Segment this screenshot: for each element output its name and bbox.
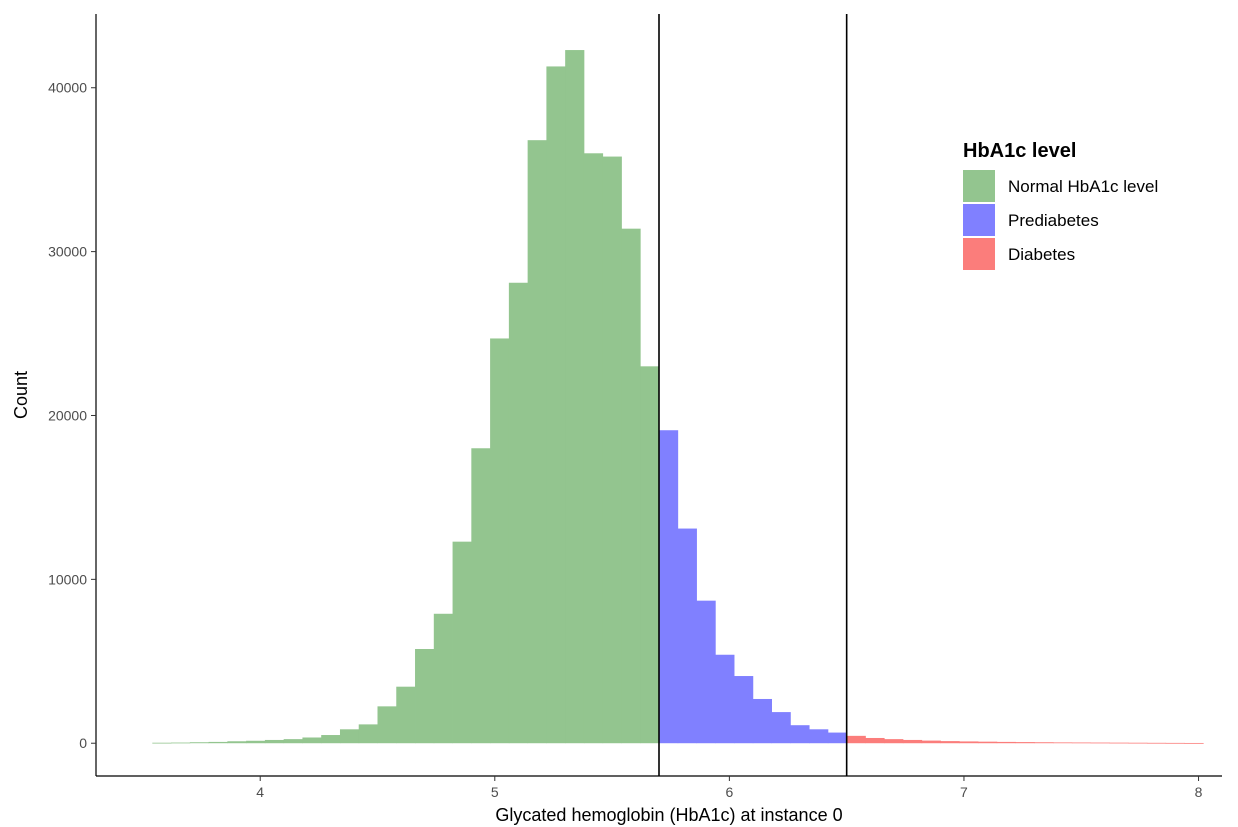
histogram-bar: [1071, 742, 1092, 744]
histogram-bar: [809, 729, 829, 744]
histogram-bar: [208, 741, 228, 744]
legend-swatch: [963, 170, 995, 202]
histogram-bar: [790, 725, 810, 744]
histogram-bar: [358, 724, 378, 744]
histogram-bar: [996, 741, 1016, 744]
histogram-bar: [659, 430, 679, 744]
histogram-bar: [621, 228, 641, 744]
histogram-bar: [227, 741, 247, 744]
legend-swatch: [963, 238, 995, 270]
histogram-bar: [546, 66, 566, 744]
y-tick-label: 10000: [48, 571, 87, 587]
histogram-bar: [696, 600, 716, 744]
histogram-bar: [396, 686, 416, 744]
histogram-bar: [865, 737, 885, 744]
histogram-bar: [734, 676, 754, 744]
histogram-bar: [677, 528, 697, 744]
histogram-bar: [1184, 742, 1204, 744]
histogram-bar: [283, 739, 303, 744]
x-axis-ticks: 4 5 6 7 8: [256, 776, 1203, 800]
histogram-bar: [171, 742, 191, 744]
x-tick-label: 8: [1195, 784, 1203, 800]
histogram-bar: [921, 740, 941, 744]
histogram-bar: [508, 282, 529, 744]
y-tick-label: 0: [79, 735, 87, 751]
y-tick-label: 20000: [48, 407, 87, 423]
histogram-bar: [827, 732, 848, 744]
legend-label: Diabetes: [1008, 245, 1075, 264]
histogram-bar: [189, 742, 209, 744]
histogram-bar: [1165, 742, 1185, 744]
histogram-bar: [246, 740, 266, 744]
histogram-bar: [978, 741, 998, 744]
histogram-bar: [565, 50, 585, 744]
histogram-bar: [771, 712, 791, 744]
histogram-bar: [959, 741, 979, 744]
histogram-bar: [433, 613, 453, 744]
histogram-bar: [471, 448, 491, 744]
histogram-bar: [377, 706, 397, 744]
histogram-bar: [152, 742, 172, 744]
x-tick-label: 4: [256, 784, 264, 800]
histogram-bar: [1146, 742, 1167, 744]
histogram-bar: [715, 654, 735, 744]
histogram-bar: [527, 140, 547, 744]
legend-label: Normal HbA1c level: [1008, 177, 1158, 196]
reference-lines: [658, 14, 848, 776]
y-tick-label: 40000: [48, 80, 87, 96]
x-axis-title: Glycated hemoglobin (HbA1c) at instance …: [495, 805, 842, 825]
legend: HbA1c level Normal HbA1c level Prediabete…: [963, 140, 1158, 270]
histogram-bar: [1090, 742, 1110, 744]
histogram-bar: [1053, 742, 1073, 744]
histogram-bar: [1034, 742, 1054, 744]
histogram-bar: [1109, 742, 1129, 744]
y-axis-ticks: 0 10000 20000 30000 40000: [48, 80, 96, 751]
histogram-bar: [640, 366, 660, 744]
histogram-bars: [152, 50, 1204, 744]
histogram-bar: [264, 739, 285, 744]
histogram-bar: [339, 729, 360, 744]
histogram-bar: [1015, 742, 1035, 744]
histogram-bar: [884, 739, 904, 744]
legend-title: HbA1c level: [963, 140, 1076, 162]
histogram-bar: [415, 649, 435, 744]
x-tick-label: 7: [960, 784, 968, 800]
legend-label: Prediabetes: [1008, 211, 1099, 230]
histogram-bar: [302, 737, 322, 744]
legend-swatch: [963, 204, 995, 236]
histogram-bar: [846, 735, 866, 744]
histogram-bar: [902, 739, 923, 744]
histogram-bar: [452, 541, 472, 744]
histogram-bar: [602, 156, 622, 744]
histogram-bar: [583, 153, 604, 744]
histogram-bar: [752, 698, 772, 744]
x-tick-label: 6: [725, 784, 733, 800]
y-axis-title: Count: [11, 371, 31, 419]
histogram-bar: [321, 735, 341, 744]
y-tick-label: 30000: [48, 244, 87, 260]
histogram-bar: [490, 338, 510, 744]
x-tick-label: 5: [491, 784, 499, 800]
histogram-bar: [940, 741, 960, 744]
histogram-bar: [1128, 742, 1148, 744]
